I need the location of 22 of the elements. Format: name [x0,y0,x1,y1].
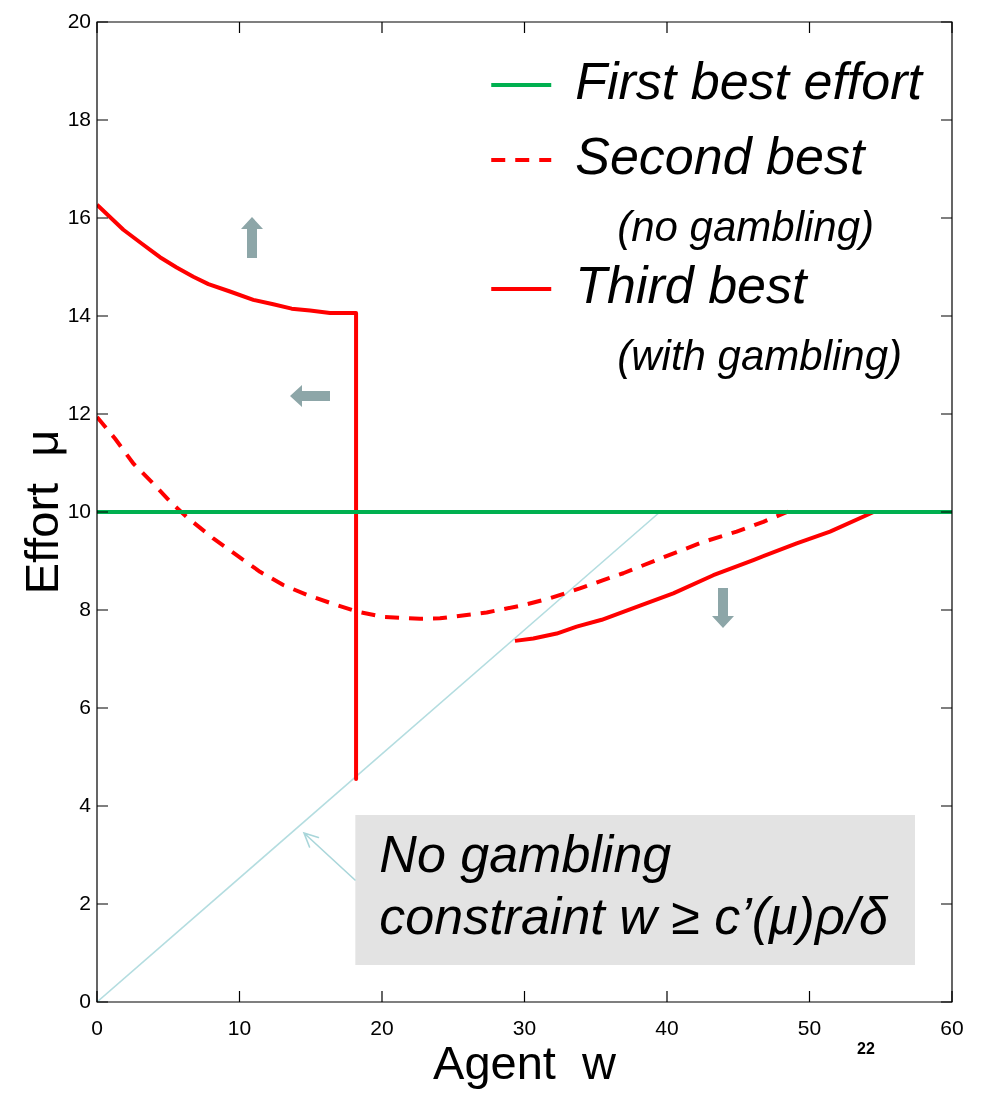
text: 22 [857,1040,875,1058]
x-tick-label: 50 [797,1016,822,1040]
x-tick-label: 40 [655,1016,679,1040]
y-tick-label: 4 [79,792,92,816]
legend-label: Third best (with gambling) [575,256,903,379]
y-axis-title: Effort μ [15,429,69,595]
y-tick-label: 2 [79,890,91,914]
legend-label: First best effort [575,52,925,111]
y-tick-label: 8 [79,596,91,620]
y-tick-label: 10 [67,498,91,522]
x-tick-label: 60 [940,1016,964,1040]
x-tick-label: 20 [370,1016,394,1040]
x-tick-label: 10 [227,1016,252,1040]
annotation: No gambling constraint w ≥ c’(μ)ρ/δ [379,825,890,946]
y-tick-label: 12 [67,400,91,424]
y-tick-label: 20 [67,8,91,32]
y-tick-label: 14 [67,302,92,326]
y-tick-label: 0 [79,988,91,1012]
y-tick-label: 16 [67,204,91,228]
legend-label: Second best (no gambling) [575,127,875,250]
y-tick-label: 6 [79,694,91,718]
y-tick-label: 18 [67,106,91,130]
